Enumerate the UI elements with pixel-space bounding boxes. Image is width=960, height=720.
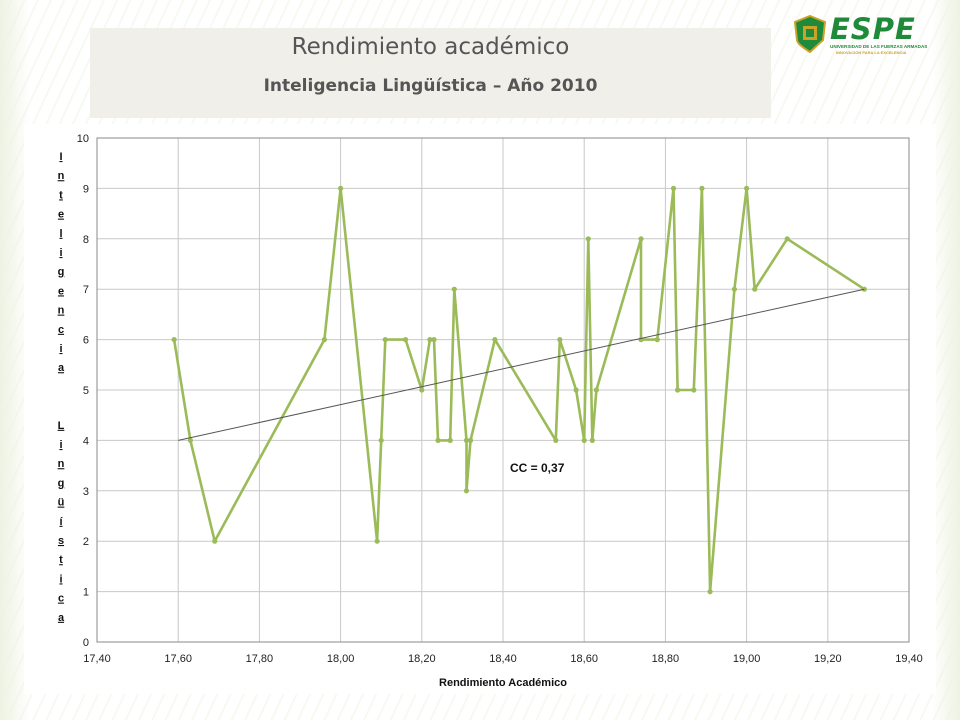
data-point	[321, 337, 327, 343]
y-tick-label: 8	[83, 234, 89, 246]
x-tick-label: 18,40	[489, 653, 517, 665]
data-point	[374, 538, 380, 544]
data-point	[553, 437, 559, 443]
data-point	[338, 185, 344, 191]
data-point	[435, 437, 441, 443]
plot-border	[96, 137, 910, 643]
background-right-band	[932, 0, 960, 720]
data-point	[467, 437, 474, 443]
data-point	[752, 286, 758, 292]
logo-tagline-2: INNOVACIÓN PARA LA EXCELENCIA	[836, 50, 907, 55]
data-point	[589, 437, 595, 443]
data-point	[593, 387, 599, 393]
page-subtitle: Inteligencia Lingüística – Año 2010	[263, 76, 598, 96]
y-tick-label: 3	[83, 486, 89, 498]
data-point	[670, 185, 677, 191]
data-point	[451, 286, 457, 292]
data-point	[419, 387, 425, 393]
data-point	[699, 185, 705, 191]
data-point	[212, 538, 218, 544]
data-point	[463, 488, 470, 494]
data-point	[431, 337, 437, 343]
x-tick-label: 18,20	[408, 653, 436, 665]
x-tick-label: 18,00	[327, 653, 355, 665]
data-point	[447, 437, 453, 443]
trend-line	[178, 288, 865, 441]
data-point	[171, 337, 177, 343]
x-tick-label: 17,80	[246, 653, 274, 665]
data-point	[581, 437, 587, 443]
data-point	[557, 337, 563, 343]
x-tick-label: 19,40	[895, 653, 923, 665]
data-point	[744, 185, 750, 191]
data-point	[691, 387, 697, 393]
data-point	[492, 337, 498, 343]
title-box	[90, 28, 771, 118]
x-axis-title: Rendimiento Académico	[439, 677, 567, 689]
espe-logo: ESPE UNIVERSIDAD DE LAS FUERZAS ARMADAS …	[792, 12, 942, 55]
y-tick-label: 6	[83, 335, 89, 347]
logo-wordmark: ESPE	[830, 12, 916, 46]
x-tick-label: 19,00	[733, 653, 761, 665]
data-point	[638, 236, 644, 242]
data-point	[585, 236, 591, 242]
data-point	[707, 589, 713, 595]
x-tick-label: 17,60	[164, 653, 192, 665]
y-tick-label: 7	[83, 284, 89, 296]
y-tick-label: 10	[77, 133, 89, 145]
x-tick-label: 18,60	[570, 653, 598, 665]
data-point	[731, 286, 738, 292]
data-point	[427, 337, 433, 343]
data-point	[861, 286, 867, 292]
y-tick-label: 0	[83, 637, 89, 649]
y-tick-label: 2	[83, 536, 89, 548]
data-point	[573, 387, 579, 393]
y-tick-label: 9	[83, 183, 89, 195]
correlation-annotation: CC = 0,37	[510, 461, 565, 475]
data-point	[382, 337, 388, 343]
data-point	[654, 337, 660, 343]
x-tick-label: 18,80	[652, 653, 680, 665]
x-tick-label: 19,20	[814, 653, 842, 665]
page-title: Rendimiento académico	[291, 34, 570, 60]
y-tick-label: 5	[83, 385, 89, 397]
data-point	[378, 437, 384, 443]
data-point	[784, 236, 790, 242]
data-point	[402, 337, 409, 343]
x-tick-label: 17,40	[83, 653, 111, 665]
logo-tagline-1: UNIVERSIDAD DE LAS FUERZAS ARMADAS	[830, 44, 928, 49]
data-point	[463, 437, 470, 443]
y-tick-label: 4	[83, 435, 89, 447]
y-tick-label: 1	[83, 587, 89, 599]
data-point	[674, 387, 681, 393]
crest-icon	[793, 14, 827, 54]
data-point	[187, 437, 193, 443]
